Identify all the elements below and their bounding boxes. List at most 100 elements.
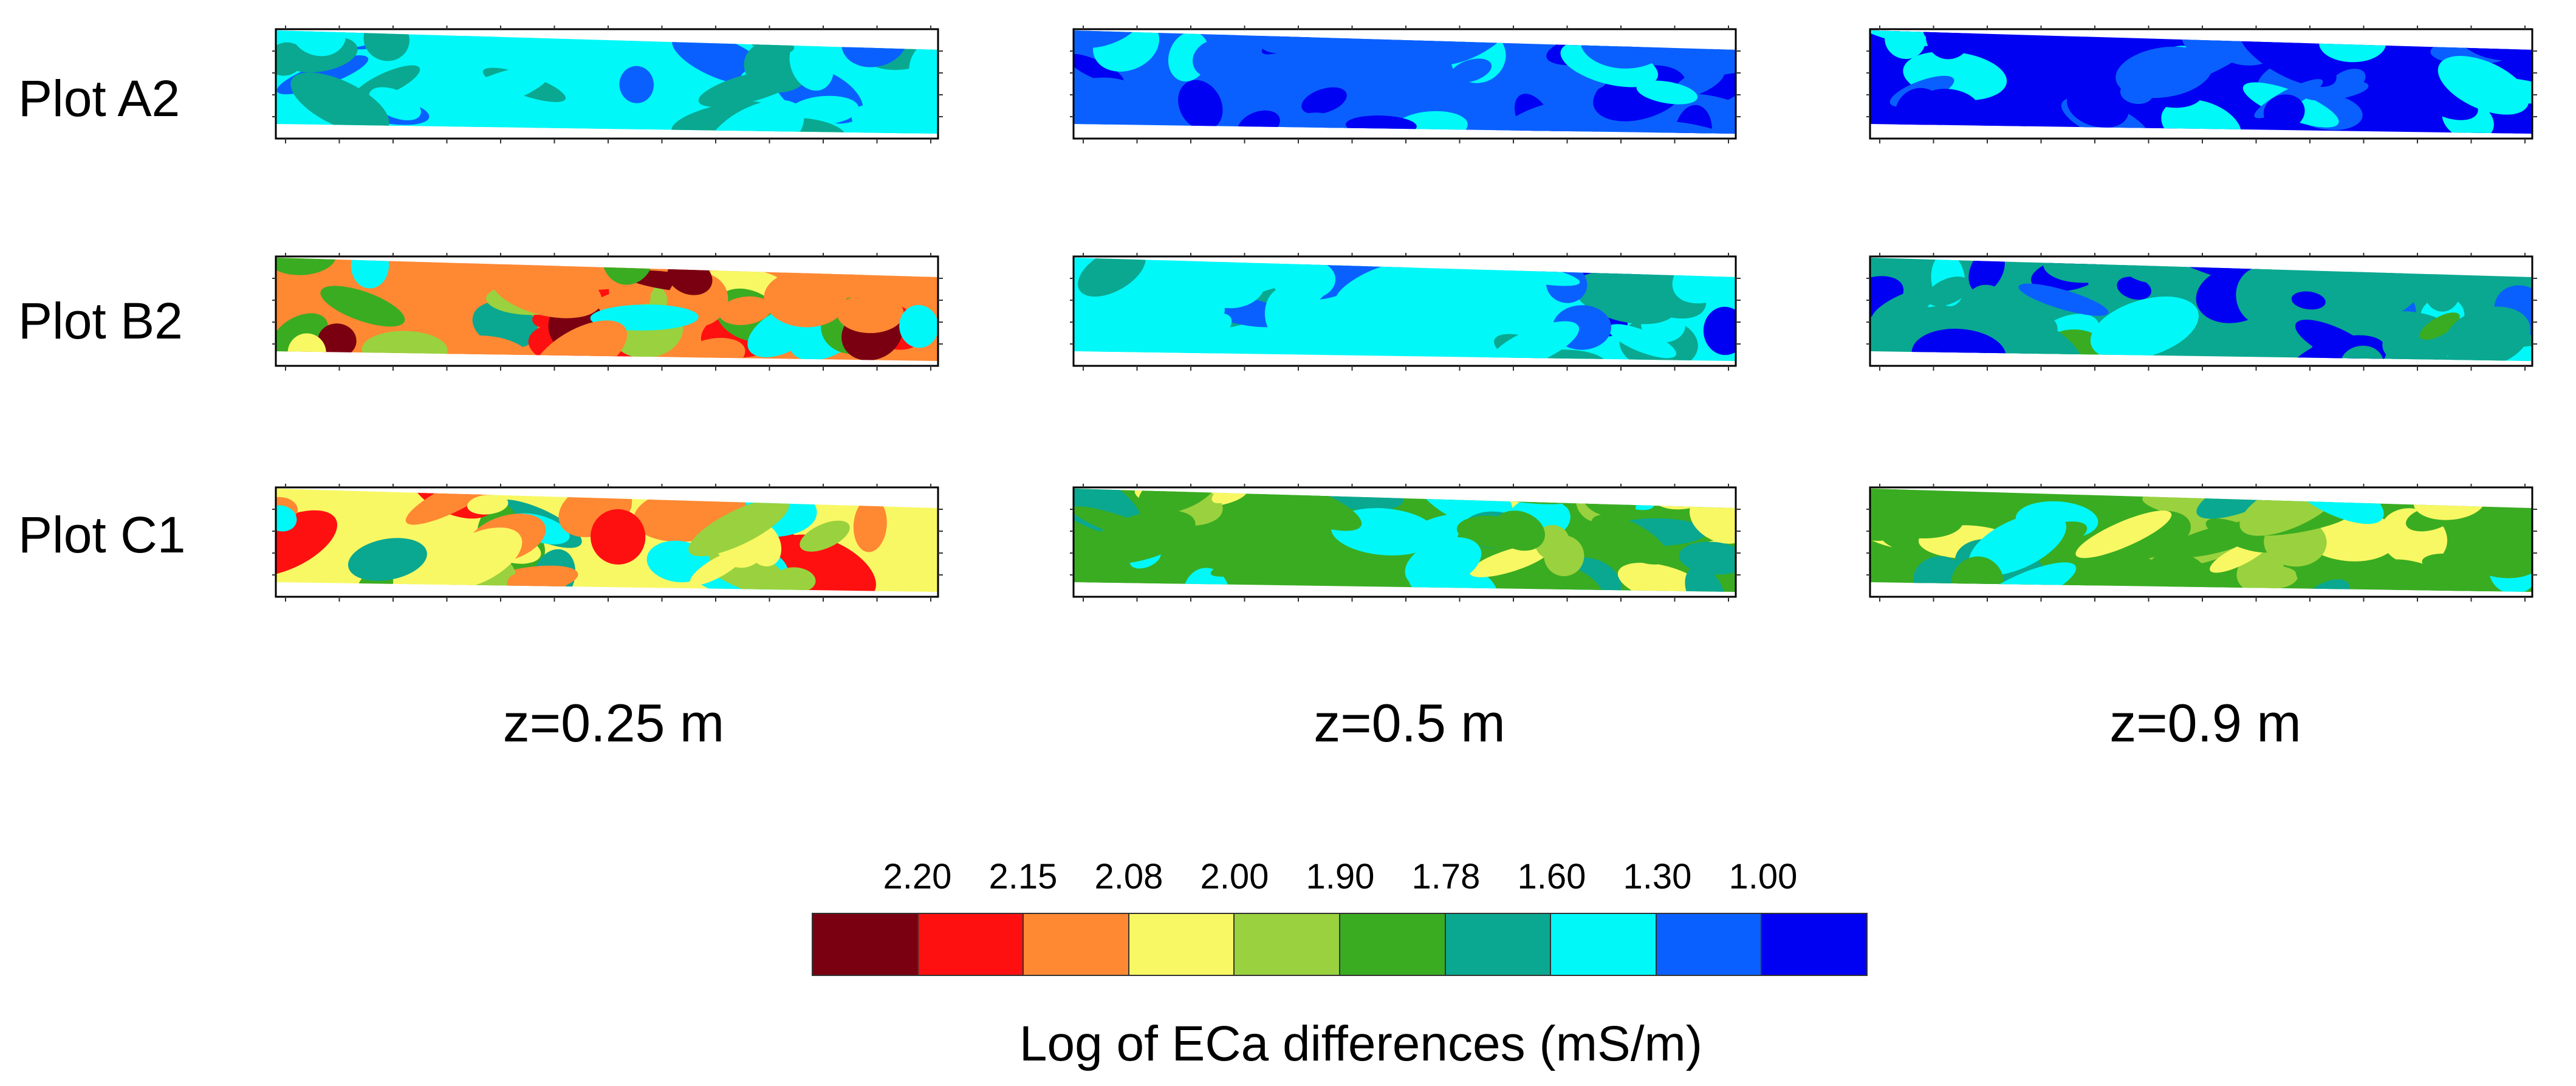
contour-patch bbox=[899, 304, 938, 348]
colorbar-swatch bbox=[1340, 914, 1446, 975]
contour-patch bbox=[1870, 492, 1964, 538]
panel-ticks bbox=[1866, 484, 2537, 602]
contour-patch bbox=[1450, 58, 1492, 83]
contour-patch bbox=[2136, 258, 2242, 281]
contour-patch bbox=[2018, 283, 2109, 316]
contour-patch bbox=[591, 509, 646, 565]
colorbar-tick-label: 1.78 bbox=[1411, 857, 1481, 896]
heatmap-panel-svg bbox=[1070, 484, 1741, 602]
contour-patch bbox=[853, 497, 887, 552]
contour-patch bbox=[586, 569, 659, 592]
contour-patch bbox=[1074, 77, 1142, 129]
colorbar-swatch bbox=[1762, 914, 1866, 975]
heatmap-panel bbox=[272, 26, 943, 143]
heatmap-panel bbox=[272, 484, 943, 602]
contour-patch bbox=[1120, 297, 1210, 323]
contour-patch bbox=[1519, 561, 1604, 592]
contour-patch bbox=[800, 520, 850, 552]
heatmap-field bbox=[1074, 258, 1736, 361]
heatmap-panel bbox=[1070, 253, 1741, 371]
contour-patch bbox=[2464, 537, 2532, 579]
contour-patch bbox=[1417, 310, 1482, 348]
contour-patch bbox=[2150, 552, 2206, 585]
panel-frame bbox=[1869, 255, 2533, 367]
heatmap-field bbox=[1870, 489, 2532, 592]
contour-patch bbox=[440, 335, 479, 361]
column-label-z-0-5: z=0.5 m bbox=[1314, 693, 1506, 753]
colorbar-swatch bbox=[813, 914, 919, 975]
contour-patch bbox=[1178, 80, 1223, 131]
contour-patch bbox=[602, 258, 654, 285]
contour-patch bbox=[1405, 537, 1482, 588]
panel-frame bbox=[1072, 486, 1737, 598]
contour-patch bbox=[1636, 80, 1698, 105]
contour-patch bbox=[909, 42, 938, 91]
contour-patch bbox=[1645, 121, 1736, 134]
column-label-z-0-25: z=0.25 m bbox=[502, 693, 725, 753]
contour-patch bbox=[1337, 278, 1443, 328]
contour-patch bbox=[719, 296, 772, 325]
panel-frame bbox=[1072, 255, 1737, 367]
contour-patch bbox=[609, 38, 646, 55]
contour-patch bbox=[1871, 288, 1937, 325]
heatmap-field bbox=[276, 258, 938, 361]
colorbar-swatch bbox=[1551, 914, 1657, 975]
panel-ticks bbox=[1070, 253, 1741, 371]
contour-patch bbox=[2067, 85, 2129, 128]
contour-patch bbox=[2444, 306, 2530, 361]
contour-patch bbox=[276, 258, 337, 275]
row-label-plot-b2: Plot B2 bbox=[18, 292, 183, 349]
contour-patch bbox=[866, 77, 916, 99]
contour-patch bbox=[1988, 88, 2079, 110]
panel-frame bbox=[275, 255, 939, 367]
contour-patch bbox=[1210, 542, 1323, 577]
colorbar bbox=[812, 913, 1868, 976]
colorbar-swatch bbox=[1024, 914, 1129, 975]
contour-patch bbox=[490, 259, 602, 318]
contour-patch bbox=[690, 549, 745, 585]
contour-patch bbox=[1469, 544, 1552, 577]
row-label-plot-a2: Plot A2 bbox=[18, 70, 180, 127]
contour-patch bbox=[1203, 514, 1264, 550]
contour-patch bbox=[1074, 53, 1124, 84]
panel-ticks bbox=[272, 253, 943, 371]
contour-patch bbox=[1544, 535, 1584, 577]
contour-patch bbox=[1335, 263, 1413, 307]
contour-patch bbox=[2419, 312, 2460, 340]
heatmap-panel bbox=[1070, 484, 1741, 602]
contour-patch bbox=[318, 323, 357, 358]
contour-patch bbox=[363, 30, 409, 61]
contour-patch bbox=[1926, 277, 1971, 306]
contour-patch bbox=[348, 538, 427, 581]
panel-frame bbox=[1072, 28, 1737, 140]
contour-patch bbox=[467, 494, 509, 515]
heatmap-panel-svg bbox=[272, 253, 943, 371]
contour-patch bbox=[2373, 559, 2465, 592]
heatmap-panel bbox=[1070, 26, 1741, 143]
colorbar-tick-label: 2.15 bbox=[988, 857, 1058, 896]
contour-patch bbox=[688, 498, 789, 557]
colorbar-swatch bbox=[1445, 914, 1552, 975]
contour-patch bbox=[1076, 30, 1139, 48]
contour-patch bbox=[2205, 518, 2275, 553]
panel-frame bbox=[1869, 486, 2533, 598]
contour-patch bbox=[1301, 87, 1347, 114]
contour-patch bbox=[789, 36, 834, 91]
panel-frame bbox=[275, 28, 939, 140]
contour-patch bbox=[1393, 111, 1468, 134]
heatmap-panel bbox=[1866, 253, 2537, 371]
contour-patch bbox=[2424, 271, 2461, 312]
heatmap-panel-svg bbox=[1866, 26, 2537, 143]
contour-patch bbox=[276, 510, 338, 577]
heatmap-field bbox=[1870, 258, 2532, 361]
panel-ticks bbox=[1070, 484, 1741, 602]
colorbar-tick-label: 2.20 bbox=[883, 857, 952, 896]
heatmap-panel bbox=[1866, 26, 2537, 143]
contour-patch bbox=[678, 338, 745, 361]
contour-patch bbox=[1500, 99, 1593, 134]
contour-patch bbox=[2236, 552, 2284, 592]
contour-patch bbox=[619, 66, 654, 103]
contour-patch bbox=[2396, 98, 2440, 129]
contour-patch bbox=[2236, 267, 2289, 325]
